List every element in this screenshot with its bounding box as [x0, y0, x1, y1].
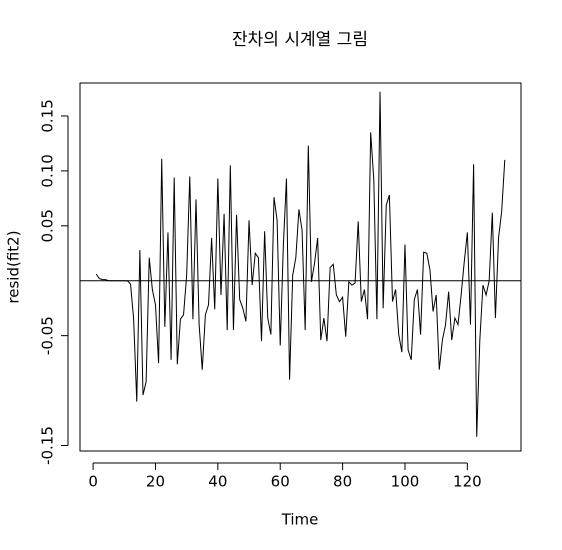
series-line: [95, 91, 506, 437]
y-tick-label: 0.10: [39, 154, 57, 187]
y-axis-label: resid(fit2): [5, 230, 23, 303]
chart-title: 잔차의 시계열 그림: [232, 30, 368, 50]
x-tick-label: 80: [333, 473, 352, 491]
x-tick-label: 60: [271, 473, 290, 491]
plot-box: [79, 82, 522, 452]
x-tick-label: 20: [146, 473, 165, 491]
y-tick-label: 0.15: [39, 99, 57, 132]
y-tick-label: -0.05: [39, 316, 57, 355]
x-axis-label: Time: [281, 511, 319, 529]
x-tick-label: 40: [208, 473, 227, 491]
x-tick-label: 120: [453, 473, 482, 491]
x-tick-label: 100: [391, 473, 420, 491]
y-tick-label: 0.05: [39, 209, 57, 242]
x-tick-label: 0: [88, 473, 98, 491]
y-tick-label: -0.15: [39, 426, 57, 465]
